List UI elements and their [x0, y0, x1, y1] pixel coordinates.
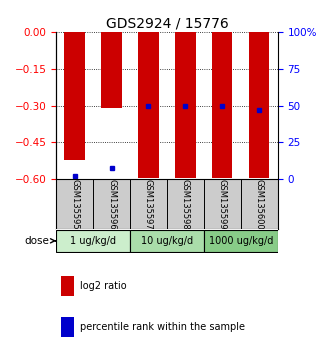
- Text: 10 ug/kg/d: 10 ug/kg/d: [141, 236, 193, 246]
- Bar: [138, 32, 159, 178]
- Bar: [101, 32, 122, 108]
- Bar: [61, 316, 74, 337]
- Bar: [204, 230, 278, 252]
- Text: GSM135596: GSM135596: [107, 178, 116, 229]
- Text: dose: dose: [25, 236, 56, 246]
- Bar: [56, 230, 130, 252]
- Text: GSM135598: GSM135598: [181, 178, 190, 229]
- Text: 1000 ug/kg/d: 1000 ug/kg/d: [209, 236, 273, 246]
- Text: percentile rank within the sample: percentile rank within the sample: [80, 322, 245, 332]
- Bar: [130, 230, 204, 252]
- Text: log2 ratio: log2 ratio: [80, 281, 127, 291]
- Text: 1 ug/kg/d: 1 ug/kg/d: [70, 236, 116, 246]
- Bar: [175, 32, 195, 178]
- Bar: [65, 32, 85, 160]
- Bar: [212, 32, 232, 178]
- Text: GSM135597: GSM135597: [144, 178, 153, 229]
- Text: GSM135600: GSM135600: [255, 178, 264, 229]
- Bar: [249, 32, 269, 178]
- Text: GSM135595: GSM135595: [70, 179, 79, 229]
- Bar: [61, 276, 74, 296]
- Text: GSM135599: GSM135599: [218, 179, 227, 229]
- Title: GDS2924 / 15776: GDS2924 / 15776: [106, 17, 228, 31]
